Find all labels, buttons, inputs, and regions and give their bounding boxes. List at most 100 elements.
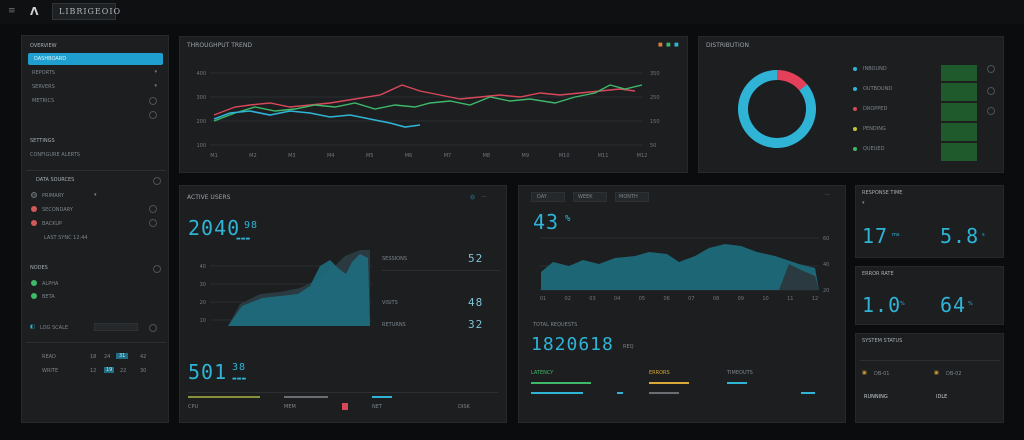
divider: [26, 342, 166, 343]
table-row: READ 18 24 31 42: [28, 352, 163, 362]
y-tick-label: 10: [200, 318, 206, 324]
list-item: SESSIONS 52: [382, 252, 502, 266]
chevron-down-icon: ▾: [94, 192, 97, 198]
source-label: PRIMARY: [42, 193, 64, 199]
sidebar-item-label: DASHBOARD: [34, 56, 67, 62]
nodes-title: NODES: [30, 265, 48, 271]
legend-dot-icon: [853, 107, 857, 111]
node-row[interactable]: ALPHA: [28, 278, 163, 288]
status-icon: ▣: [934, 370, 939, 376]
row-value-highlight: 19: [104, 367, 115, 373]
divider: [382, 270, 500, 271]
legend-dot-icon: [853, 67, 857, 71]
menu-icon[interactable]: ≡: [8, 6, 16, 16]
status-dot-icon: [31, 206, 37, 212]
gauge-icon[interactable]: [987, 87, 995, 95]
tab-week[interactable]: WEEK: [573, 192, 607, 202]
sidebar-item[interactable]: REPORTS ▾: [28, 68, 163, 78]
more-icon[interactable]: ⋯: [825, 192, 830, 198]
row-label: WRITE: [42, 368, 59, 374]
sidebar-item[interactable]: SERVERS ▾: [28, 82, 163, 92]
progress-bar: [617, 392, 623, 394]
footer-label: CPU: [188, 404, 199, 410]
tab-label: DAY: [537, 194, 547, 200]
requests-panel: DAY WEEK MONTH ⋯ 43 % 60 40 20 01 02 03 04 05 0…: [518, 185, 846, 423]
source-row[interactable]: BACKUP: [28, 218, 163, 228]
legend-dot-icon: [853, 127, 857, 131]
kpi-suffix: ms: [892, 232, 900, 238]
y-tick-label: 30: [200, 282, 206, 288]
kpi-value: 1.0: [862, 293, 902, 317]
list-value: 32: [468, 318, 484, 331]
x-tick-label: M1: [210, 153, 218, 159]
settings-icon[interactable]: [153, 177, 161, 185]
footer-label: DISK: [458, 404, 470, 410]
list-value: 48: [468, 296, 484, 309]
footer-label: MEM: [284, 404, 296, 410]
y-tick-label: 40: [823, 262, 829, 268]
y-tick-label: 20: [200, 300, 206, 306]
gauge-icon[interactable]: [987, 107, 995, 115]
node-label: BETA: [42, 294, 55, 300]
bottom-kpi-suffix: 38: [232, 362, 247, 373]
kpi-card-response: RESPONSE TIME ▾ 17 ms 5.8 s: [855, 185, 1004, 258]
sidebar-item[interactable]: METRICS: [28, 96, 163, 106]
gauge-icon: [149, 97, 157, 105]
donut-panel: DISTRIBUTION INBOUND OUTBOUND DROPPED PE…: [698, 36, 1004, 173]
x-tick-label: M7: [444, 153, 452, 159]
x-tick-label: 11: [787, 296, 793, 302]
chevron-down-icon: ▾: [862, 200, 865, 206]
app-title-box[interactable]: LIBRIGEOIO: [52, 3, 120, 20]
stat-col-label: ERRORS: [649, 370, 670, 376]
area-fill-dark: [779, 264, 819, 290]
sidebar: OVERVIEW DASHBOARD REPORTS ▾ SERVERS ▾ M…: [21, 35, 169, 423]
stat-col-label: LATENCY: [531, 370, 554, 376]
status-label: DB-02: [946, 371, 962, 377]
gauge-icon[interactable]: [987, 65, 995, 73]
sidebar-item-active[interactable]: DASHBOARD: [28, 53, 163, 65]
sidebar-item[interactable]: [28, 110, 163, 120]
x-tick-label: M2: [249, 153, 257, 159]
node-row[interactable]: BETA: [28, 291, 163, 301]
legend-row: PENDING: [853, 123, 998, 141]
tab-day[interactable]: DAY: [531, 192, 565, 202]
y-tick-label: 200: [196, 119, 206, 125]
log-label: LOG SCALE: [40, 325, 69, 331]
series-line-blue: [213, 110, 421, 128]
legend-row: DROPPED: [853, 103, 998, 121]
info-icon[interactable]: ⓪: [470, 195, 476, 201]
more-icon[interactable]: ⋯: [482, 194, 487, 200]
status-cell[interactable]: ▣ DB-01: [862, 368, 922, 388]
sources-note: LAST SYNC 12:44: [44, 235, 88, 241]
source-row[interactable]: PRIMARY ▾: [28, 190, 163, 200]
status-dot-icon: [31, 280, 37, 286]
divider: [26, 170, 166, 171]
log-toggle-row[interactable]: ◧ LOG SCALE: [28, 322, 163, 334]
row-value: 18: [90, 354, 97, 360]
gauge-icon[interactable]: [153, 265, 161, 273]
x-tick-label: 04: [614, 296, 620, 302]
source-label: BACKUP: [42, 221, 63, 227]
x-tick-label: M10: [559, 153, 570, 159]
sidebar-group-sub[interactable]: CONFIGURE ALERTS: [30, 152, 80, 158]
log-select[interactable]: [94, 323, 138, 331]
x-tick-label: M8: [483, 153, 491, 159]
kpi-value: 5.8: [940, 224, 980, 248]
list-item: VISITS 48: [382, 296, 502, 310]
panel-title: ACTIVE USERS: [187, 194, 231, 201]
y-tick-label: 300: [196, 95, 206, 101]
donut-chart: [738, 70, 816, 148]
legend-bar: [941, 83, 977, 101]
source-row[interactable]: SECONDARY: [28, 204, 163, 214]
top-bar: ≡ Λ LIBRIGEOIO: [0, 0, 1024, 24]
x-tick-label: M3: [288, 153, 296, 159]
status-cell[interactable]: ▣ DB-02: [934, 368, 994, 388]
tab-month[interactable]: MONTH: [615, 192, 649, 202]
row-value: 24: [104, 354, 111, 360]
kpi-value: 2040: [188, 216, 241, 240]
legend-dot-icon: [853, 147, 857, 151]
tab-label: WEEK: [578, 194, 593, 200]
stats-row: LATENCY ERRORS TIMEOUTS: [531, 370, 837, 410]
x-tick-label: 05: [639, 296, 645, 302]
progress-bar: [284, 396, 328, 398]
